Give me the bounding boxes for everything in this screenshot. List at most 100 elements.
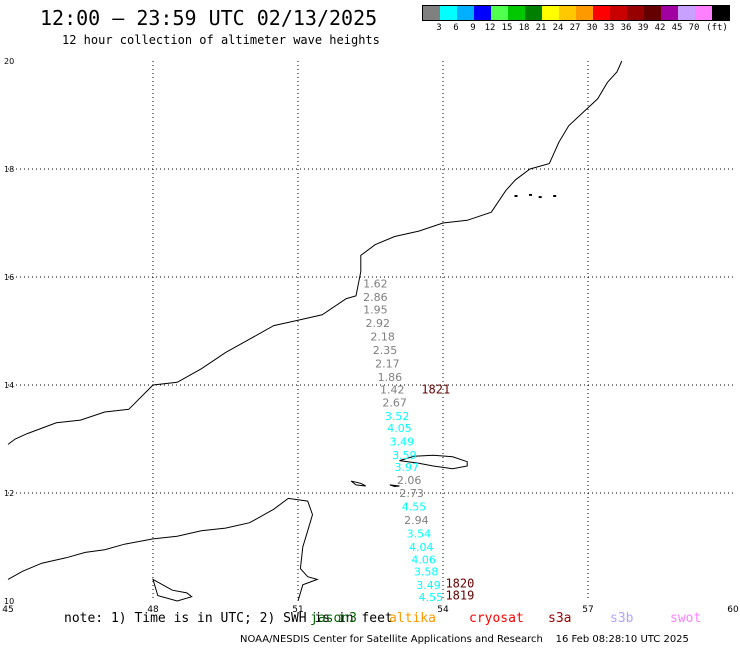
satellite-label-altika: altika (389, 611, 436, 626)
legend-swatch (508, 6, 525, 20)
footer-timestamp: 16 Feb 08:28:10 UTC 2025 (555, 634, 689, 645)
wave-height-label: 1.86 (378, 371, 403, 384)
y-tick-label: 16 (4, 273, 14, 282)
wave-height-label: 4.55 (419, 591, 444, 604)
wave-height-label: 2.92 (366, 317, 391, 330)
x-tick-label: 57 (582, 605, 593, 615)
time-label: 1821 (421, 382, 450, 396)
small-island (529, 193, 532, 196)
y-tick-label: 18 (4, 165, 14, 174)
coastline-arabia (7, 60, 623, 445)
legend-swatch (423, 6, 440, 20)
legend-swatch (593, 6, 610, 20)
wave-height-label: 4.04 (409, 541, 434, 554)
y-tick-label: 12 (4, 489, 14, 498)
page-title: 12:00 – 23:59 UTC 02/13/2025 (40, 6, 378, 30)
legend-labels: 3 6 9 12 15 18 21 24 27 30 33 36 39 42 45 70 (ft) (422, 23, 730, 35)
island-outline (152, 578, 193, 602)
legend-label: 42 (654, 23, 666, 33)
wave-height-label: 3.97 (395, 461, 420, 474)
footer: NOAA/NESDIS Center for Satellite Applica… (240, 634, 689, 645)
wave-height-label: 4.05 (387, 422, 412, 435)
wave-height-label: 3.54 (407, 528, 432, 541)
legend-swatch (474, 6, 491, 20)
satellite-label-s3b: s3b (610, 611, 634, 626)
island-outline (389, 484, 400, 488)
legend-label: 24 (552, 23, 564, 33)
legend-label: 30 (586, 23, 598, 33)
wave-height-label: 1.95 (363, 303, 388, 316)
legend-label: 21 (535, 23, 547, 33)
wave-height-label: 2.86 (363, 291, 388, 304)
y-tick-label: 14 (4, 381, 14, 390)
satellite-label-s3a: s3a (548, 611, 572, 626)
wave-height-label: 2.17 (375, 357, 400, 370)
small-island (538, 196, 542, 199)
legend-swatch (491, 6, 508, 20)
coastline-africa (7, 497, 319, 602)
legend-label: 39 (637, 23, 649, 33)
x-tick-label: 51 (292, 605, 303, 615)
legend-swatch (576, 6, 593, 20)
legend-label: (ft) (706, 23, 728, 33)
legend-swatch (440, 6, 457, 20)
x-tick-label: 45 (2, 605, 13, 615)
x-tick-label: 54 (437, 605, 449, 615)
legend-swatch (457, 6, 474, 20)
small-island (553, 195, 557, 197)
wave-height-label: 3.49 (390, 436, 415, 449)
wave-height-label: 3.52 (385, 410, 410, 423)
legend-label: 27 (569, 23, 581, 33)
small-island (514, 195, 518, 197)
satellite-label-jason3: jason3 (310, 611, 357, 626)
legend-swatch (695, 6, 712, 20)
legend-label: 33 (603, 23, 615, 33)
legend-label: 6 (453, 23, 459, 33)
y-tick-label: 10 (4, 597, 14, 606)
x-tick-label: 60 (727, 605, 739, 615)
legend-swatch (712, 6, 729, 20)
wave-height-label: 3.58 (414, 565, 439, 578)
legend-label: 70 (688, 23, 700, 33)
wave-height-label: 3.49 (416, 579, 441, 592)
legend-label: 45 (671, 23, 683, 33)
legend-swatch (661, 6, 678, 20)
wave-height-label: 2.67 (382, 396, 407, 409)
wave-height-label: 2.35 (373, 344, 398, 357)
y-tick-label: 20 (4, 57, 14, 66)
legend-swatch (559, 6, 576, 20)
legend-swatches (422, 5, 730, 21)
island-outline (350, 480, 366, 487)
legend-swatch (525, 6, 542, 20)
wave-height-label: 2.73 (399, 487, 424, 500)
time-label: 1820 (445, 577, 474, 591)
island-outline (399, 454, 468, 470)
x-tick-label: 48 (147, 605, 159, 615)
legend-swatch (542, 6, 559, 20)
wave-height-label: 2.18 (370, 330, 395, 343)
legend-label: 36 (620, 23, 632, 33)
legend-label: 15 (501, 23, 513, 33)
legend-swatch (678, 6, 695, 20)
wave-height-label: 1.42 (380, 383, 405, 396)
time-label: 1819 (445, 589, 474, 603)
legend-label: 12 (484, 23, 496, 33)
wave-height-label: 4.06 (411, 553, 436, 566)
footer-agency: NOAA/NESDIS Center for Satellite Applica… (240, 634, 543, 645)
legend-label: 18 (518, 23, 530, 33)
wave-height-label: 1.62 (363, 277, 388, 290)
wave-height-label: 2.06 (397, 474, 422, 487)
legend-swatch (627, 6, 644, 20)
legend-label: 3 (436, 23, 442, 33)
note-text: note: 1) Time is in UTC; 2) SWH is in fe… (64, 611, 393, 626)
wave-height-label: 3.59 (392, 449, 417, 462)
legend-swatch (610, 6, 627, 20)
page-subtitle: 12 hour collection of altimeter wave hei… (62, 33, 380, 47)
color-legend: 3 6 9 12 15 18 21 24 27 30 33 36 39 42 45 70 (ft) (422, 5, 730, 35)
satellite-label-cryosat: cryosat (469, 611, 524, 626)
satellite-label-swot: swot (670, 611, 702, 626)
legend-swatch (644, 6, 661, 20)
legend-label: 9 (470, 23, 476, 33)
wave-height-label: 2.94 (404, 514, 429, 527)
